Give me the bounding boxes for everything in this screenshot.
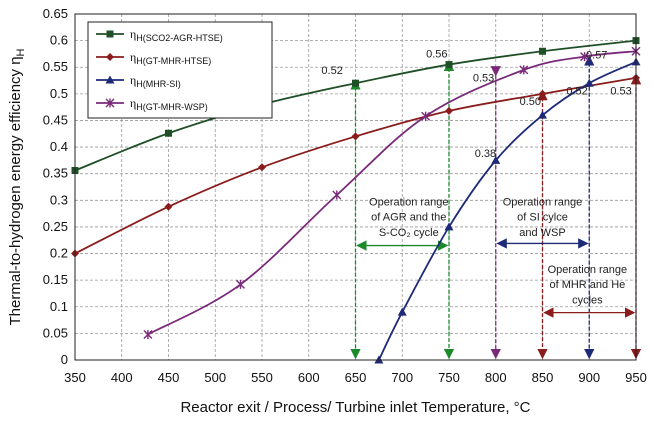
value-annotation: 0.52 <box>321 65 342 77</box>
marker-triangle <box>584 78 594 87</box>
range-label-line: of AGR and the <box>371 212 446 224</box>
legend-label-sub: H(SCO2-AGR-HTSE) <box>136 33 223 43</box>
value-annotation: 0.53 <box>610 85 631 97</box>
range-label-line: of SI cylce <box>517 212 568 224</box>
marker-star <box>143 329 153 339</box>
marker-triangle <box>444 222 454 231</box>
marker-star <box>236 279 245 289</box>
series-group <box>71 37 641 364</box>
range-label-line: Operation range <box>548 264 628 276</box>
value-annotation: 0.53 <box>473 73 494 85</box>
range-label-line: Operation range <box>503 197 583 209</box>
legend-label: ηH(SCO2-AGR-HTSE) <box>130 27 223 43</box>
marker-square <box>106 30 114 38</box>
marker-triangle <box>105 75 115 84</box>
range-label-line: and WSP <box>519 227 565 239</box>
marker-star <box>519 65 529 75</box>
legend: ηH(SCO2-AGR-HTSE)ηH(GT-MHR-HTSE)ηH(MHR-S… <box>87 21 273 119</box>
marker-star <box>421 111 431 121</box>
marker-diamond <box>106 53 114 61</box>
marker-triangle <box>538 110 547 119</box>
x-tick-label: 950 <box>625 370 647 385</box>
legend-label-main: η <box>130 73 136 87</box>
legend-label-sub: H(GT-MHR-HTSE) <box>136 56 211 66</box>
x-tick-label: 500 <box>204 370 226 385</box>
y-tick-label: 0.3 <box>50 192 68 207</box>
marker-square <box>539 47 546 55</box>
marker-square <box>352 79 359 87</box>
y-tick-label: 0.1 <box>50 299 68 314</box>
marker-star <box>580 52 590 62</box>
marker-diamond <box>258 163 266 172</box>
x-tick-label: 450 <box>158 370 180 385</box>
legend-box <box>87 21 273 119</box>
legend-label-main: η <box>130 96 136 110</box>
value-annotations: 0.52 0.56 0.53 0.57 0.50 0.52 0.53 0.38 <box>321 49 631 161</box>
marker-triangle <box>397 307 407 316</box>
legend-label-sub: H(MHR-SI) <box>136 79 181 89</box>
y-tick-label: 0.45 <box>43 112 68 127</box>
legend-label-main: η <box>130 50 136 64</box>
marker-star <box>332 190 342 200</box>
value-annotation: 0.50 <box>520 96 541 108</box>
y-tick-label: 0.2 <box>50 246 68 261</box>
y-tick-label: 0.6 <box>50 33 68 48</box>
x-axis-title: Reactor exit / Process/ Turbine inlet Te… <box>180 399 530 416</box>
y-tick-label: 0.5 <box>50 86 68 101</box>
x-tick-label: 850 <box>532 370 554 385</box>
y-tick-label: 0.25 <box>43 219 68 234</box>
plot-frame <box>74 13 637 361</box>
legend-label-sub: H(GT-MHR-WSP) <box>136 102 208 112</box>
y-tick-label: 0.35 <box>43 166 68 181</box>
value-annotation: 0.56 <box>426 49 447 61</box>
x-tick-label: 600 <box>298 370 320 385</box>
marker-diamond <box>538 89 547 98</box>
y-axis-title-sub: H <box>15 48 27 56</box>
marker-square <box>445 61 453 69</box>
y-tick-label: 0.55 <box>43 59 68 74</box>
marker-diamond <box>445 106 453 115</box>
x-tick-label: 900 <box>578 370 600 385</box>
value-annotation: 0.52 <box>566 85 587 97</box>
range-label-line: of MHR and He <box>549 279 625 291</box>
x-tick-label: 700 <box>391 370 413 385</box>
y-tick-label: 0.15 <box>43 272 68 287</box>
range-label-line: S-CO₂ cycle <box>379 227 439 239</box>
y-tick-label: 0.05 <box>43 325 68 340</box>
marker-triangle <box>491 155 501 164</box>
x-tick-label: 550 <box>251 370 273 385</box>
range-label-line: Operation range <box>369 197 449 209</box>
range-label-line: cycles <box>572 295 603 307</box>
legend-label-main: η <box>130 27 136 41</box>
y-axis-title-main: Thermal-to-hydrogen energy efficiency η <box>7 56 24 325</box>
x-tick-label: 400 <box>111 370 133 385</box>
value-annotation: 0.57 <box>586 50 607 62</box>
marker-square <box>165 129 172 137</box>
y-tick-label: 0.4 <box>50 139 68 154</box>
legend-label: ηH(GT-MHR-WSP) <box>130 96 208 112</box>
legend-label: ηH(GT-MHR-HTSE) <box>130 50 211 66</box>
value-annotation: 0.38 <box>475 148 496 160</box>
x-tick-label: 350 <box>64 370 86 385</box>
marker-star <box>105 98 115 108</box>
y-tick-label: 0.65 <box>43 6 68 21</box>
marker-diamond <box>164 202 173 211</box>
axes: 350 400 450 500 550 600 650 700 750 800 850 900 950 0… <box>7 6 647 416</box>
x-tick-label: 800 <box>485 370 507 385</box>
marker-diamond <box>351 132 360 141</box>
x-tick-label: 750 <box>438 370 460 385</box>
y-tick-label: 0 <box>61 352 68 367</box>
x-tick-label: 650 <box>345 370 367 385</box>
y-axis-title: Thermal-to-hydrogen energy efficiency ηH <box>7 48 27 325</box>
legend-label: ηH(MHR-SI) <box>130 73 181 89</box>
